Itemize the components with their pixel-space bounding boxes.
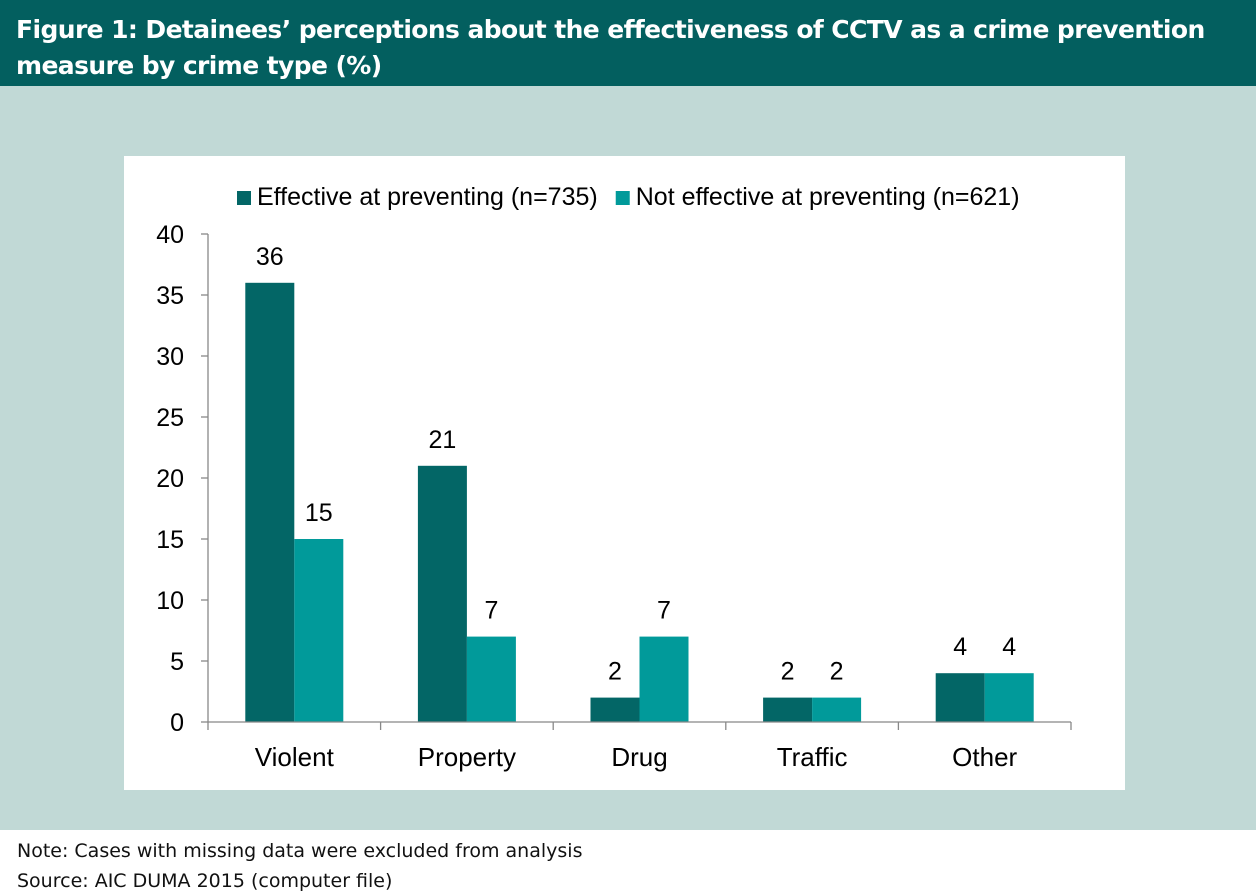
figure-title: Figure 1: Detainees’ perceptions about t… xyxy=(16,15,1205,80)
y-tick-label: 35 xyxy=(156,282,184,310)
figure-header: Figure 1: Detainees’ perceptions about t… xyxy=(0,0,1256,86)
bar-data-label: 4 xyxy=(1002,633,1016,661)
bar-data-label: 4 xyxy=(953,633,967,661)
chart-panel: Effective at preventing (n=735) Not effec… xyxy=(0,86,1256,830)
x-axis: Violent Property Drug Traffic Other xyxy=(207,721,1072,772)
legend-item: Not effective at preventing (n=621) xyxy=(615,183,1020,211)
y-tick-label: 40 xyxy=(156,221,184,249)
x-tick-label: Drug xyxy=(611,742,667,772)
legend-swatch xyxy=(615,191,630,205)
y-tick-label: 30 xyxy=(156,343,184,371)
x-tick-label: Violent xyxy=(255,742,335,772)
bar xyxy=(812,697,862,722)
chart-source: Source: AIC DUMA 2015 (computer file) xyxy=(17,870,393,892)
bar-data-label: 36 xyxy=(256,243,284,271)
y-tick-label: 15 xyxy=(156,526,184,554)
x-tick-label: Other xyxy=(952,742,1017,772)
bar xyxy=(466,636,516,722)
legend-label: Effective at preventing (n=735) xyxy=(257,183,598,211)
bar-data-label: 7 xyxy=(484,597,498,625)
chart-note: Note: Cases with missing data were exclu… xyxy=(17,840,583,862)
bar xyxy=(984,673,1034,722)
y-tick-label: 0 xyxy=(170,709,184,737)
y-tick-label: 5 xyxy=(170,648,184,676)
plot-area: Effective at preventing (n=735) Not effec… xyxy=(124,156,1125,790)
bar xyxy=(763,697,813,722)
bar-data-label: 2 xyxy=(781,658,795,686)
bar xyxy=(417,465,467,722)
bar-chart: Effective at preventing (n=735) Not effec… xyxy=(156,183,1072,772)
bar-series: 36 21 2 2 4 15 7 7 2 4 xyxy=(245,243,1034,722)
y-tick-label: 25 xyxy=(156,404,184,432)
x-tick-label: Traffic xyxy=(777,742,848,772)
bar xyxy=(590,697,640,722)
bar xyxy=(294,539,344,722)
bar-data-label: 15 xyxy=(305,499,333,527)
bar-data-label: 2 xyxy=(830,658,844,686)
legend-label: Not effective at preventing (n=621) xyxy=(636,183,1020,211)
legend-swatch xyxy=(237,191,251,205)
bar-data-label: 2 xyxy=(608,658,622,686)
bar xyxy=(639,636,689,722)
legend-item: Effective at preventing (n=735) xyxy=(237,183,598,211)
bar-data-label: 7 xyxy=(657,597,671,625)
y-tick-label: 10 xyxy=(156,587,184,615)
y-axis: 0 5 10 15 20 25 30 35 40 xyxy=(156,221,209,737)
bar xyxy=(245,282,295,722)
chart-legend: Effective at preventing (n=735) Not effec… xyxy=(237,183,1020,211)
y-tick-label: 20 xyxy=(156,465,184,493)
bar xyxy=(935,673,985,722)
x-tick-label: Property xyxy=(418,742,516,772)
bar-data-label: 21 xyxy=(428,426,456,454)
